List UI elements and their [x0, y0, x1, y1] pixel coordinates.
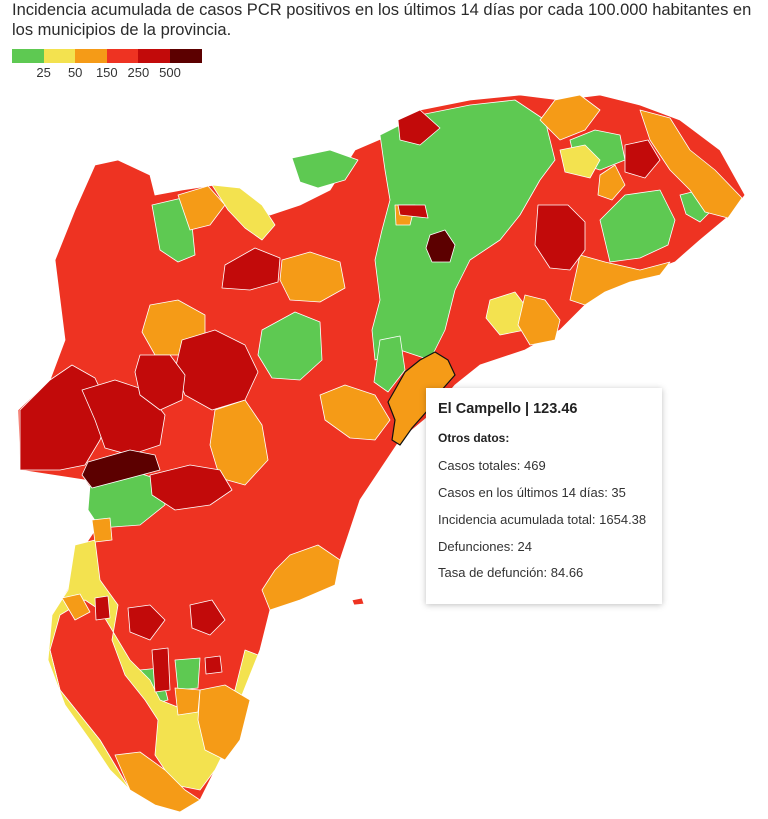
region-green-stripe	[373, 335, 406, 393]
region-orange-s2	[197, 684, 251, 761]
island	[351, 597, 365, 606]
municipality-tooltip: El Campello | 123.46 Otros datos: Casos …	[426, 388, 662, 604]
region-darkred-11	[189, 599, 226, 636]
region-darkred-13	[204, 655, 223, 675]
region-green-small-s2	[174, 657, 201, 691]
region-darkred-7	[534, 204, 586, 271]
region-orange-e2	[517, 294, 561, 346]
legend-label-250: 250	[127, 65, 150, 80]
region-el-campello[interactable]	[387, 351, 456, 446]
legend-swatch-6	[169, 49, 202, 63]
region-maroon-1	[81, 449, 161, 489]
region-orange-2	[279, 251, 346, 303]
region-orange-4	[209, 399, 269, 486]
region-orange-s3	[114, 751, 201, 813]
region-green-ne	[371, 99, 556, 361]
region-orange-ne1	[539, 94, 601, 141]
legend-swatch-4	[106, 49, 139, 63]
region-darkred-8	[397, 109, 441, 146]
tooltip-row-incidencia-total: Incidencia acumulada total: 1654.38	[438, 512, 647, 527]
region-green-east	[599, 189, 676, 263]
legend-label-25: 25	[36, 65, 51, 80]
region-orange-5	[319, 384, 391, 441]
region-darkred-12	[151, 647, 171, 693]
tooltip-subtitle: Otros datos:	[438, 431, 510, 445]
region-darkred-15	[624, 139, 661, 179]
region-orange-e3	[597, 164, 626, 201]
region-orange-e	[569, 254, 671, 306]
tooltip-title: El Campello | 123.46	[438, 401, 578, 417]
region-green-center	[257, 311, 323, 381]
tooltip-row-casos-totales: Casos totales: 469	[438, 458, 546, 473]
region-orange-s1	[261, 544, 341, 611]
color-legend: 25 50 150 250 500	[12, 49, 212, 81]
legend-swatch-1	[12, 49, 44, 63]
region-darkred-5	[134, 354, 186, 411]
region-orange-s4	[174, 687, 201, 716]
region-orange-s5	[61, 593, 91, 621]
map-title: Incidencia acumulada de casos PCR positi…	[12, 1, 752, 39]
region-maroon-2	[425, 229, 456, 263]
legend-label-150: 150	[95, 65, 118, 80]
legend-swatch-5	[138, 49, 170, 63]
tooltip-row-defunciones: Defunciones: 24	[438, 539, 532, 554]
legend-labels: 25 50 150 250 500	[12, 63, 212, 81]
tooltip-row-casos-14-dias: Casos en los últimos 14 días: 35	[438, 485, 626, 500]
region-yellow-ne	[559, 144, 601, 179]
legend-swatch-2	[43, 49, 76, 63]
region-green-small-n	[291, 149, 359, 189]
region-darkred-4	[81, 379, 166, 456]
tooltip-row-tasa-defuncion: Tasa de defunción: 84.66	[438, 565, 584, 580]
region-orange-s6	[91, 517, 113, 543]
legend-swatch-3	[75, 49, 107, 63]
region-orange-1	[177, 185, 226, 231]
region-darkred-1	[221, 247, 281, 291]
region-darkred-6	[149, 464, 233, 511]
legend-label-500: 500	[159, 65, 181, 80]
region-darkred-14	[94, 595, 111, 621]
region-yellow-n	[211, 184, 276, 241]
legend-color-bar	[12, 49, 212, 63]
region-darkred-10	[127, 604, 166, 641]
legend-label-50: 50	[67, 65, 83, 80]
region-darkred-9	[397, 204, 429, 219]
region-orange-ne2	[639, 109, 743, 219]
